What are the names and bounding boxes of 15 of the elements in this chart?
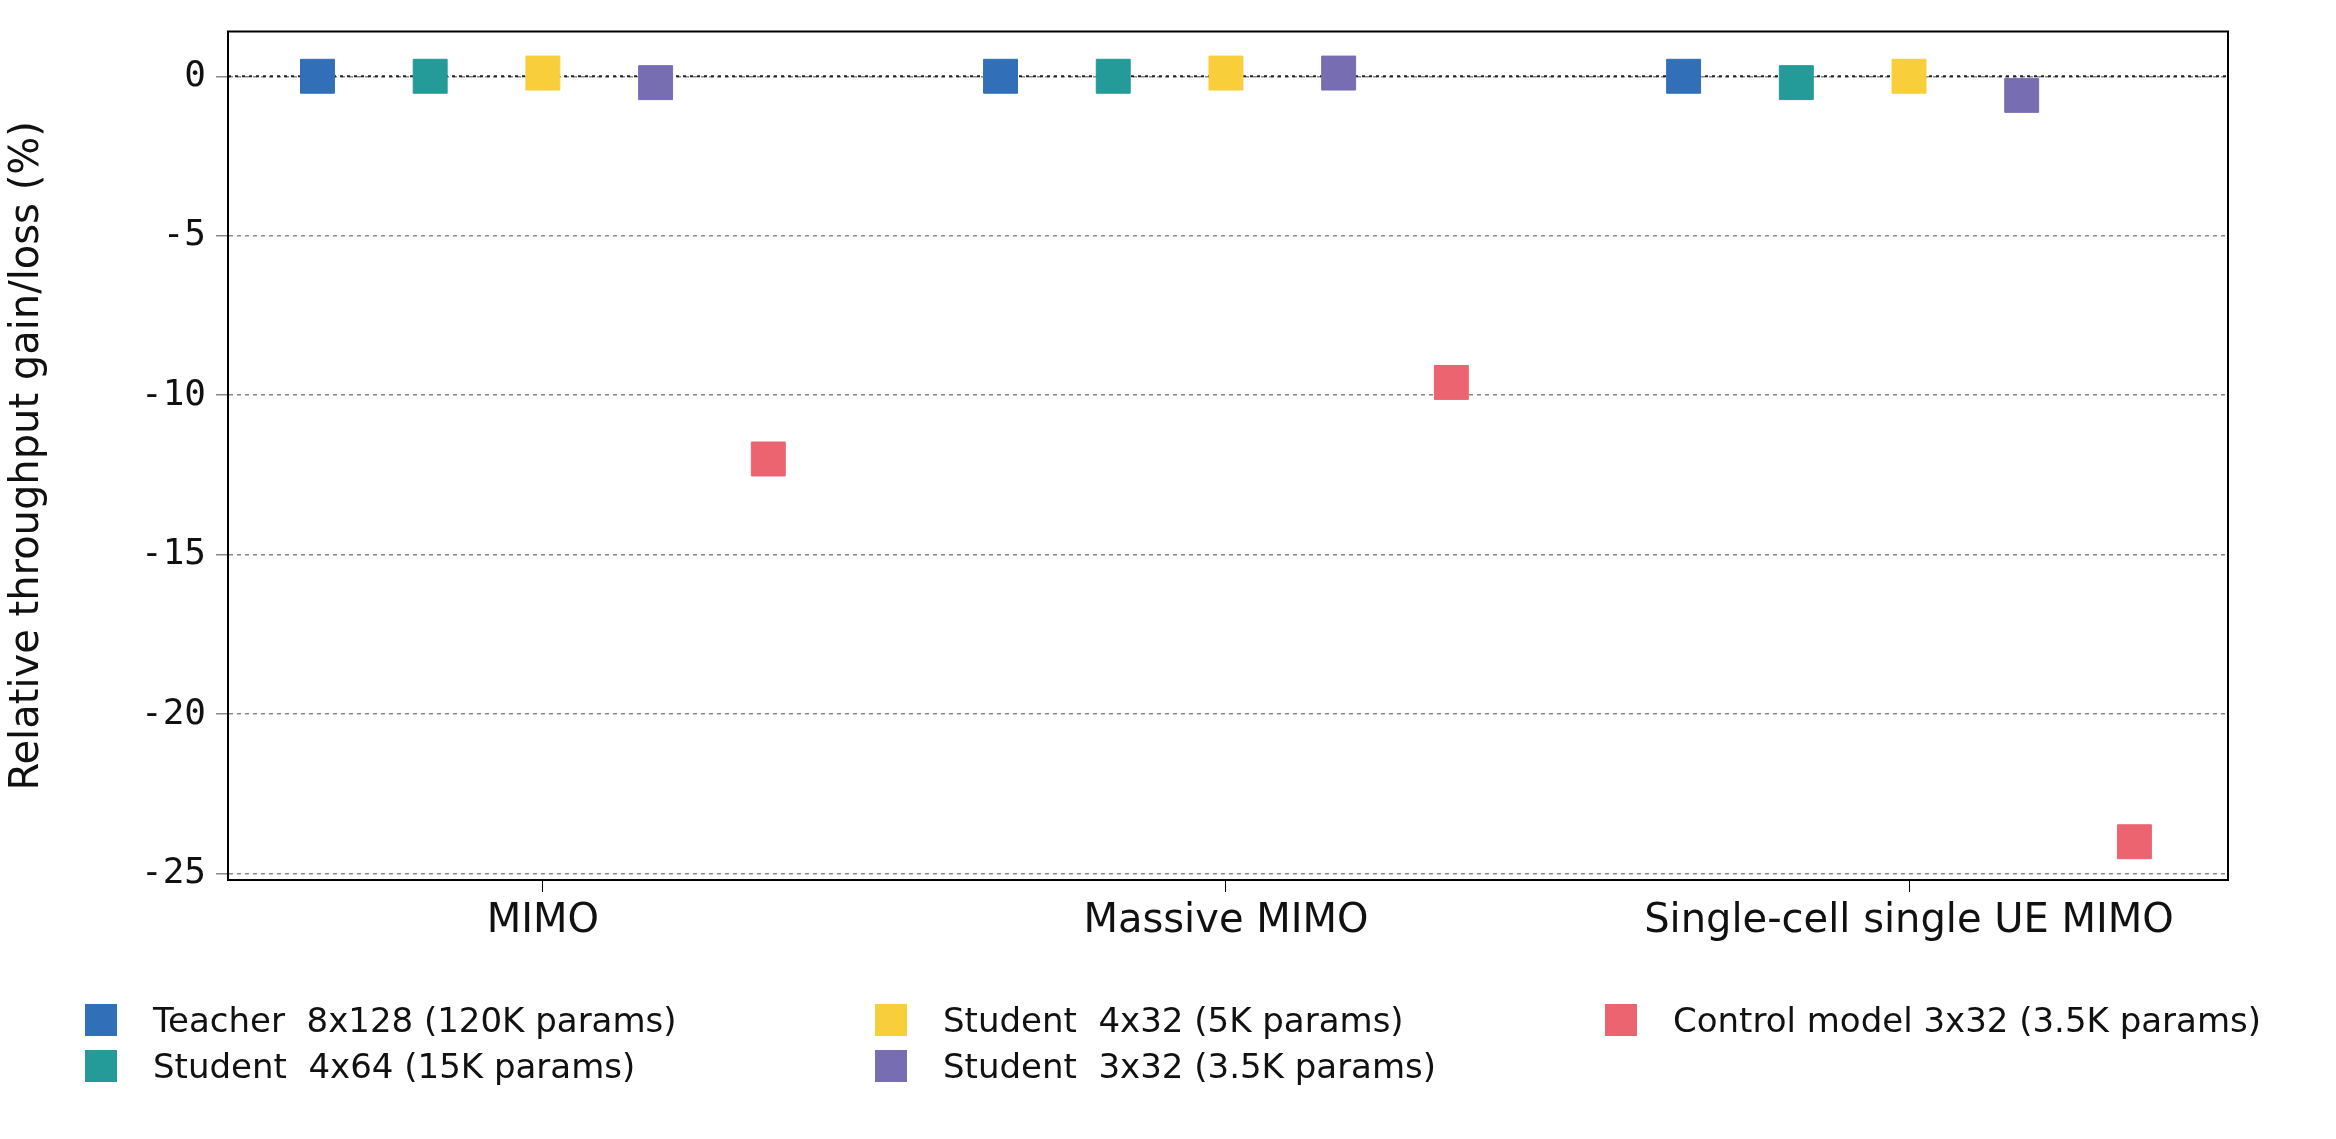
y-axis-title: Relative throughput gain/loss (%)	[1, 121, 48, 791]
y-tick-label: -10	[140, 371, 206, 413]
legend-label: Student 4x64 (15K params)	[153, 1046, 636, 1086]
y-tick-label: -15	[140, 531, 206, 573]
y-tick-label: -20	[140, 690, 206, 732]
y-tick-label: -5	[162, 212, 206, 254]
y-tick-label: -25	[140, 849, 206, 891]
x-tick-label: Single-cell single UE MIMO	[1644, 895, 2174, 942]
x-tick-label: MIMO	[486, 895, 600, 942]
y-tick-label: 0	[184, 52, 206, 94]
legend-label: Student 3x32 (3.5K params)	[943, 1046, 1437, 1086]
legend-label: Control model 3x32 (3.5K params)	[1673, 1000, 2261, 1040]
x-tick-label: Massive MIMO	[1083, 895, 1369, 942]
legend-label: Teacher 8x128 (120K params)	[153, 1000, 677, 1040]
legend-label: Student 4x32 (5K params)	[943, 1000, 1404, 1040]
